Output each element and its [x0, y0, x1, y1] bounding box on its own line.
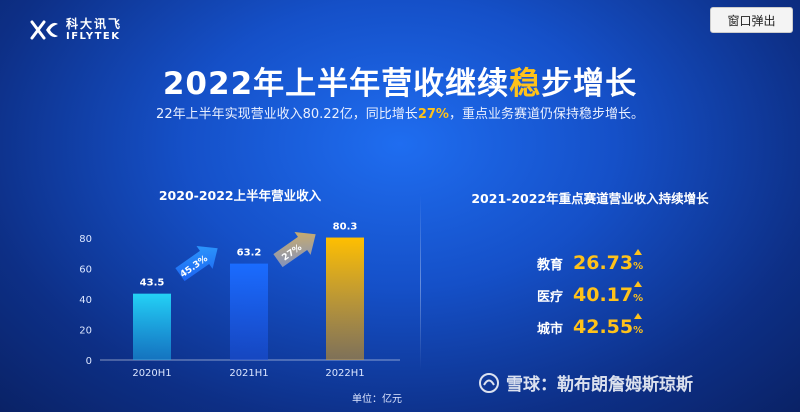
- growth-value: 26.73: [573, 252, 634, 274]
- bar-value-label: 43.5: [140, 278, 165, 289]
- growth-arrow-2: 27%: [273, 231, 316, 268]
- chart-title: 2020-2022上半年营业收入: [158, 188, 322, 203]
- growth-list: 教育 26.73 % 医疗 40.17 % 城市 42.55 %: [537, 249, 643, 348]
- xueqiu-watermark: 雪球：勒布朗詹姆斯琼斯: [478, 370, 693, 395]
- growth-title: 2021-2022年重点赛道营业收入持续增长: [471, 191, 709, 206]
- iflytek-logo-icon: [30, 20, 58, 40]
- bar-2020h1: [133, 293, 171, 360]
- title-highlight: 稳: [509, 66, 542, 102]
- iflytek-logo: 科大讯飞 IFLYTEK: [30, 18, 122, 42]
- y-tick-label: 20: [79, 326, 92, 337]
- bar-value-label: 80.3: [333, 222, 358, 233]
- bar-2021h1: [230, 263, 268, 360]
- section-divider: [420, 195, 421, 370]
- subtitle-highlight: 27%: [417, 107, 449, 122]
- page-subtitle: 22年上半年实现营业收入80.22亿，同比增长27%，重点业务赛道仍保持稳步增长…: [0, 103, 800, 122]
- y-tick-label: 80: [79, 234, 92, 245]
- title-post: 步增长: [541, 66, 638, 102]
- up-triangle-icon: [634, 281, 643, 287]
- title-pre: 2022年上半年营收继续: [162, 66, 510, 102]
- page-title: 2022年上半年营收继续稳步增长: [0, 58, 800, 103]
- window-popup-button[interactable]: 窗口弹出: [710, 7, 793, 33]
- growth-item-city: 城市 42.55 %: [537, 313, 643, 348]
- y-tick-label: 40: [79, 295, 92, 306]
- arrow-shape: [175, 245, 218, 282]
- growth-value: 40.17: [573, 284, 634, 306]
- growth-unit: %: [633, 249, 643, 272]
- arrow-shape: [273, 231, 316, 268]
- up-triangle-icon: [634, 249, 643, 255]
- watermark-text: 雪球：勒布朗詹姆斯琼斯: [506, 375, 693, 395]
- x-tick-label: 2020H1: [132, 368, 171, 379]
- growth-item-education: 教育 26.73 %: [537, 249, 643, 284]
- xueqiu-logo-icon: [479, 372, 499, 393]
- growth-unit: %: [633, 281, 643, 304]
- growth-label: 城市: [537, 322, 564, 337]
- growth-unit: %: [633, 313, 643, 336]
- x-tick-label: 2022H1: [325, 368, 364, 379]
- growth-arrow-1: 45.3%: [175, 245, 218, 282]
- growth-item-medical: 医疗 40.17 %: [537, 281, 643, 316]
- bar-2022h1: [326, 237, 364, 360]
- up-triangle-icon: [634, 313, 643, 319]
- subtitle-post: ，重点业务赛道仍保持稳步增长。: [448, 107, 644, 122]
- growth-value: 42.55: [573, 316, 634, 338]
- x-tick-label: 2021H1: [229, 368, 268, 379]
- bar-value-label: 63.2: [237, 248, 262, 259]
- growth-label: 医疗: [537, 290, 564, 305]
- y-tick-label: 60: [79, 265, 92, 276]
- logo-en-text: IFLYTEK: [66, 31, 121, 42]
- chart-unit-label: 单位：亿元: [352, 394, 402, 405]
- growth-label: 教育: [537, 258, 564, 273]
- y-tick-label: 0: [86, 356, 92, 367]
- subtitle-pre: 22年上半年实现营业收入80.22亿，同比增长: [156, 107, 418, 122]
- logo-cn-text: 科大讯飞: [66, 17, 123, 31]
